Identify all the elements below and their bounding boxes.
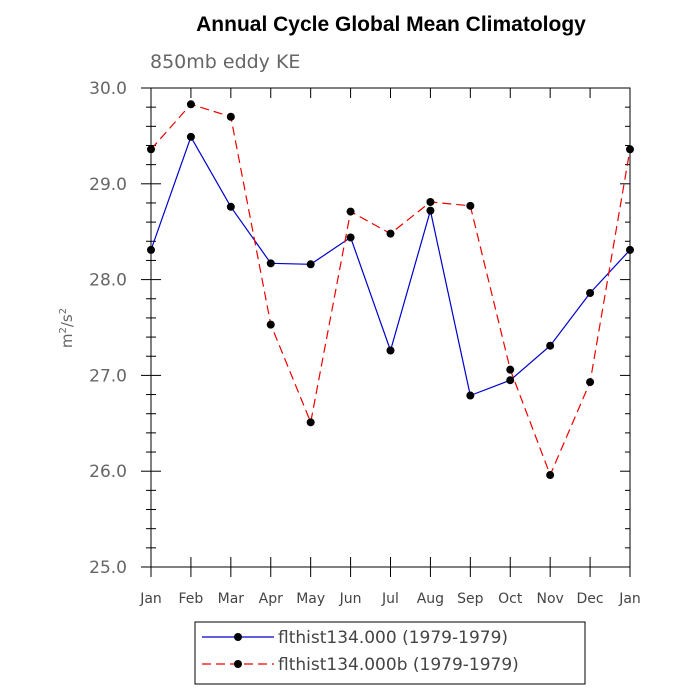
legend-label-series-0: flthist134.000 (1979-1979) (278, 628, 508, 648)
y-axis: 25.0 26.0 27.0 28.0 29.0 30.0 (89, 79, 630, 578)
data-point-series-0 (466, 391, 475, 400)
legend: flthist134.000 (1979-1979) flthist134.00… (194, 621, 586, 685)
y-tick-label: 30.0 (89, 79, 127, 99)
plot-area (150, 87, 631, 568)
data-point-series-1 (306, 418, 315, 427)
series-line-1 (150, 103, 631, 477)
data-point-series-1 (186, 100, 195, 109)
data-point-series-0 (426, 206, 435, 215)
y-label-exp-1: 2 (58, 327, 69, 333)
data-point-series-0 (147, 245, 155, 254)
x-tick-label: Oct (498, 591, 523, 607)
data-point-series-0 (306, 260, 315, 269)
x-axis: Jan Feb Mar Apr May Jun Jul Aug Sep Oct Nov Dec Jan (139, 88, 641, 607)
x-tick-label: Aug (417, 591, 444, 607)
data-point-series-0 (626, 245, 634, 254)
legend-box (194, 621, 586, 685)
data-point-series-1 (346, 207, 355, 216)
y-tick-label: 26.0 (89, 462, 127, 482)
data-point-series-0 (226, 202, 235, 211)
chart-subtitle: 850mb eddy KE (150, 51, 300, 73)
x-tick-label: Apr (259, 591, 283, 607)
data-point-series-1 (386, 229, 395, 238)
legend-marker-series-1 (234, 660, 242, 668)
y-tick-label: 29.0 (89, 175, 127, 195)
data-point-series-0 (186, 132, 195, 141)
data-point-series-0 (386, 346, 395, 355)
series-layer (147, 100, 634, 480)
y-label-exp-2: 2 (58, 308, 69, 314)
data-point-series-1 (546, 471, 555, 480)
x-tick-label: Feb (179, 591, 204, 607)
data-point-series-1 (226, 112, 235, 121)
data-point-series-1 (466, 201, 475, 210)
data-point-series-0 (546, 341, 555, 350)
data-point-series-0 (586, 289, 595, 298)
data-point-series-1 (586, 378, 595, 387)
data-point-series-0 (266, 259, 275, 268)
data-point-series-1 (426, 198, 435, 207)
data-point-series-1 (506, 365, 515, 374)
y-axis-label: m2/s2 (58, 308, 76, 348)
x-tick-label: Jul (381, 591, 399, 607)
data-point-series-1 (626, 145, 634, 154)
data-point-series-1 (147, 145, 155, 154)
data-point-series-0 (506, 376, 515, 385)
x-tick-label: Nov (537, 591, 564, 607)
chart-title: Annual Cycle Global Mean Climatology (196, 13, 586, 36)
x-tick-label: Jan (618, 591, 641, 607)
data-point-series-0 (346, 233, 355, 242)
y-tick-label: 28.0 (89, 271, 127, 291)
y-label-mid: /s (58, 314, 76, 327)
series-line-0 (150, 135, 631, 397)
data-point-series-1 (266, 320, 275, 329)
x-tick-label: Jan (139, 591, 162, 607)
y-label-base: m (58, 334, 76, 349)
x-tick-label: Dec (577, 591, 604, 607)
legend-label-series-1: flthist134.000b (1979-1979) (278, 655, 519, 675)
x-tick-label: Sep (457, 591, 484, 607)
x-tick-label: Mar (218, 591, 245, 607)
y-tick-label: 25.0 (89, 558, 127, 578)
legend-marker-series-0 (234, 633, 242, 641)
y-tick-label: 27.0 (89, 366, 127, 386)
x-tick-label: May (296, 591, 325, 607)
x-tick-label: Jun (339, 591, 362, 607)
